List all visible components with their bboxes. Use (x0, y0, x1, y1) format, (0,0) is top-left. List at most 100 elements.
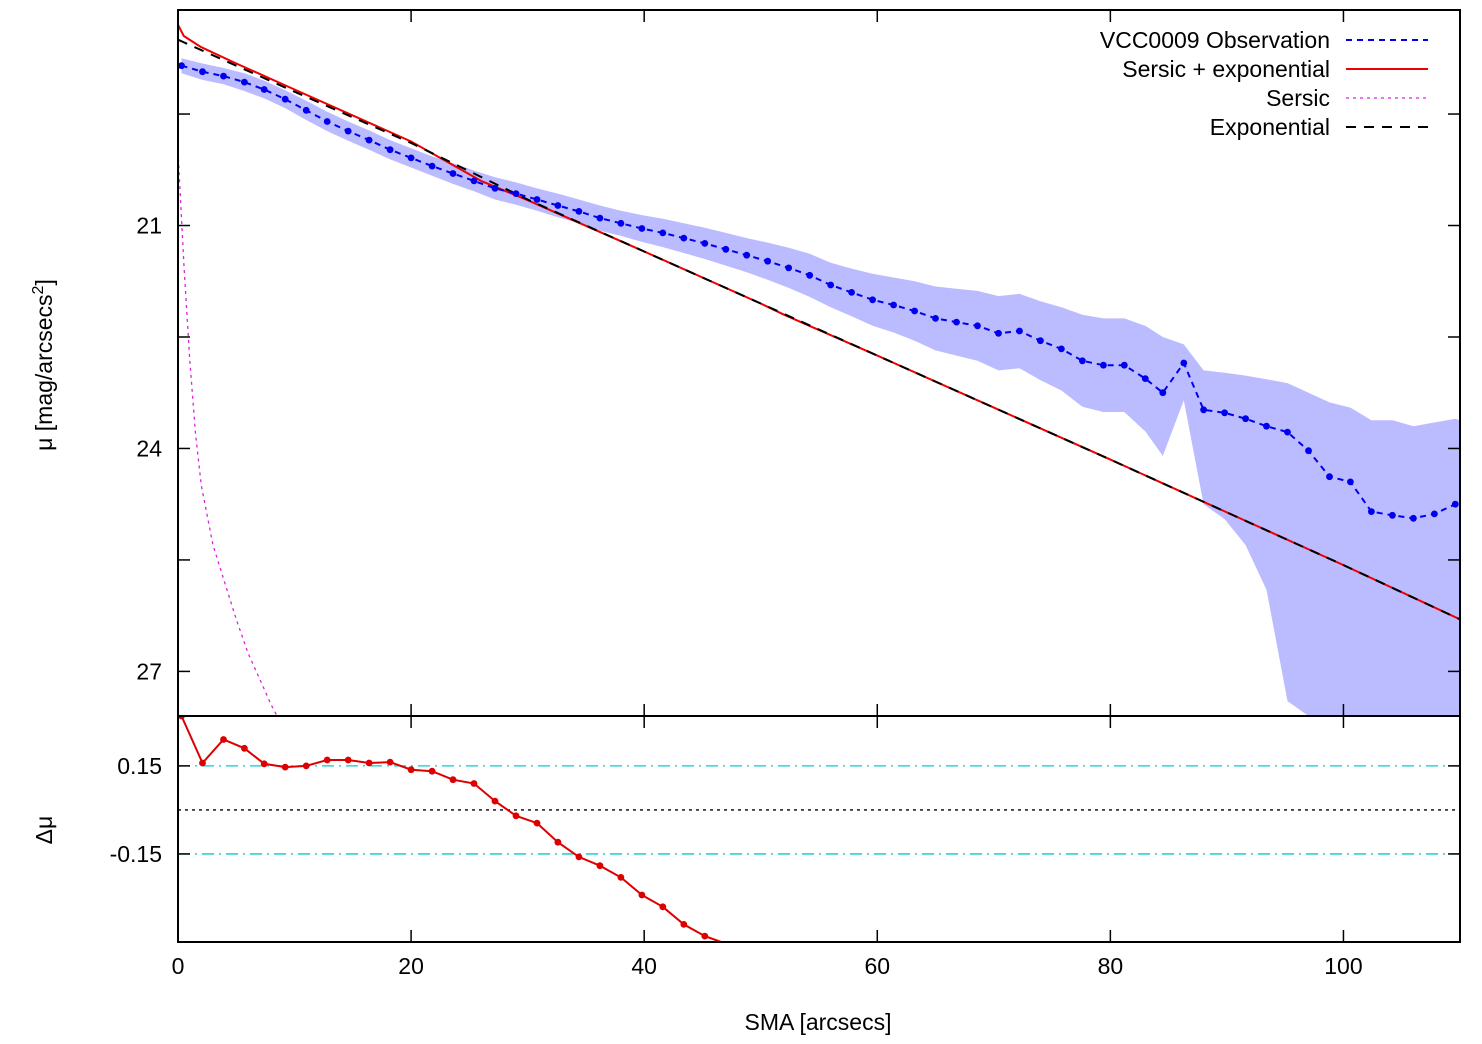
observation-point (178, 62, 185, 70)
residual-point (680, 921, 688, 928)
observation-point (617, 219, 625, 227)
observation-point (1263, 422, 1270, 430)
observation-point (533, 196, 541, 203)
observation-point (869, 296, 876, 304)
series-line-sersic (178, 151, 278, 716)
y-tick-label: 21 (136, 213, 162, 239)
observation-point (806, 271, 814, 279)
residual-point (407, 766, 415, 774)
observation-point (722, 245, 730, 253)
residual-point (617, 874, 625, 881)
x-tick-label: 20 (398, 953, 424, 979)
y-axis-label-residual: Δμ (31, 816, 57, 845)
residual-point (386, 758, 394, 766)
observation-point (1368, 508, 1375, 515)
legend-label: Sersic + exponential (1122, 56, 1330, 82)
residual-point (659, 903, 667, 911)
x-tick-label: 100 (1324, 953, 1362, 979)
observation-point (344, 127, 352, 135)
observation-point (1242, 415, 1249, 423)
profile-plot-area (178, 24, 1460, 716)
observation-point (1451, 500, 1459, 508)
residual-point (449, 776, 457, 784)
residual-point (491, 797, 499, 805)
observation-point (470, 177, 478, 185)
observation-point (827, 281, 835, 289)
y-tick-label: 0.15 (117, 753, 162, 779)
residual-point (428, 767, 436, 775)
observation-point (932, 315, 939, 322)
observation-point (1079, 357, 1086, 365)
y-tick-label: 27 (136, 658, 162, 684)
residual-point (533, 819, 541, 827)
observation-point (199, 68, 206, 76)
y-axis-label-profile: μ [mag/arcsecs2] (30, 279, 57, 451)
residual-point (199, 759, 206, 767)
residual-point (638, 891, 646, 899)
observation-point (491, 185, 499, 192)
legend-label: Sersic (1266, 85, 1330, 111)
observation-point (1016, 327, 1023, 335)
observation-point (785, 264, 793, 272)
observation-point (386, 146, 394, 154)
observation-point (911, 307, 918, 315)
observation-point (1431, 510, 1438, 518)
residual-panel: 0.15 -0.15 0 20 40 60 80 100 (110, 715, 1461, 979)
observation-point (638, 225, 646, 232)
residual-point (575, 853, 583, 861)
observation-point (1180, 359, 1188, 367)
observation-point (1389, 511, 1396, 519)
observation-point (1221, 409, 1228, 417)
observation-point (890, 301, 897, 309)
observation-point (1100, 361, 1107, 369)
observation-point (428, 162, 436, 170)
observation-point (323, 118, 331, 125)
y-tick-label: -0.15 (110, 841, 162, 867)
legend-label: Exponential (1210, 114, 1330, 140)
residual-point (512, 812, 520, 820)
observation-point (220, 72, 227, 80)
x-tick-label: 80 (1098, 953, 1124, 979)
observation-point (1284, 428, 1291, 436)
observation-point (1058, 345, 1065, 353)
observation-point (1347, 478, 1354, 486)
observation-point (1326, 473, 1333, 481)
x-tick-label: 0 (172, 953, 185, 979)
residual-point (365, 759, 373, 767)
residual-point (220, 736, 227, 743)
observation-point (407, 154, 415, 162)
residual-point (241, 744, 248, 752)
observation-point (512, 190, 520, 198)
residual-point (554, 838, 562, 846)
observation-point (1120, 361, 1128, 369)
observation-point (764, 257, 772, 265)
observation-point (1410, 514, 1417, 522)
x-tick-label: 60 (864, 953, 890, 979)
observation-point (575, 208, 583, 215)
observation-point (680, 234, 688, 242)
x-tick-label: 40 (631, 953, 657, 979)
observation-point (281, 95, 289, 103)
observation-point (302, 106, 310, 114)
residual-point (470, 780, 478, 787)
residual-point (281, 763, 289, 771)
residual-point (302, 762, 310, 770)
y-tick-label: 24 (136, 435, 162, 461)
residual-point (323, 756, 331, 764)
observation-point (659, 229, 667, 237)
legend-label: VCC0009 Observation (1100, 27, 1330, 53)
observation-point (848, 289, 855, 296)
observation-point (365, 136, 373, 144)
profile-panel: 21 24 27 VCC0009 Observation Sersic + expone… (136, 9, 1461, 717)
residual-point (344, 756, 352, 764)
residual-point (596, 862, 604, 870)
observation-point (995, 329, 1002, 337)
series-line-exponential (178, 38, 1460, 621)
observation-point (701, 240, 709, 247)
observation-point (1037, 337, 1044, 345)
observation-point (449, 170, 457, 177)
legend: VCC0009 Observation Sersic + exponential S… (1100, 27, 1428, 140)
observation-point (554, 202, 562, 209)
observation-point (953, 318, 960, 326)
